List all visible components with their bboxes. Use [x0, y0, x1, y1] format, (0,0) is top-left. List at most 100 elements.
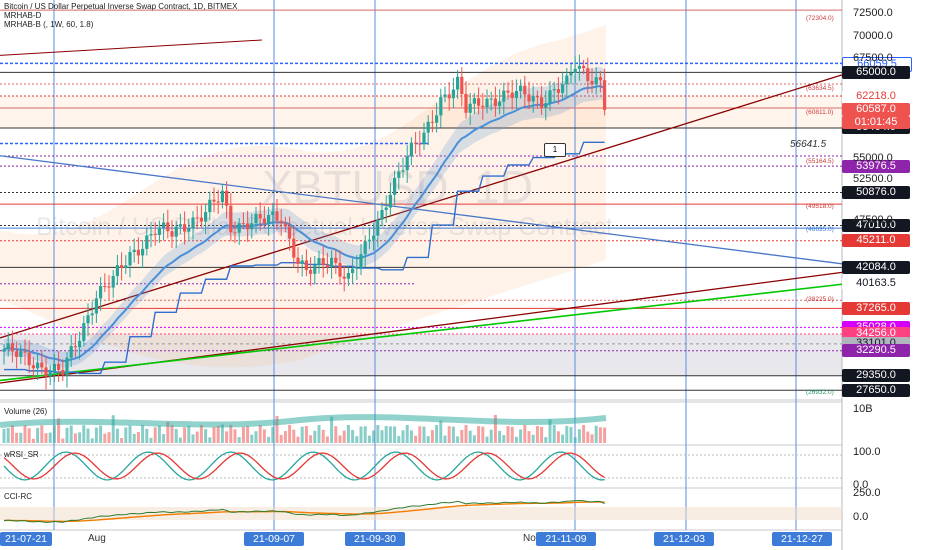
volume-bar [481, 426, 485, 443]
candle [535, 96, 539, 98]
volume-bar [435, 425, 439, 443]
level-label: (63634.5) [806, 85, 834, 92]
wrsi-axis-100: 100.0 [853, 446, 881, 458]
candle [372, 235, 376, 240]
candle [183, 224, 187, 232]
rsi-signal [3, 452, 605, 480]
volume-ma [0, 414, 607, 428]
volume-bar [540, 426, 544, 443]
candle [405, 156, 409, 171]
candle [367, 239, 371, 242]
candle [510, 92, 514, 98]
trend-line [0, 283, 843, 382]
candle [435, 115, 439, 123]
candle [212, 199, 216, 202]
volume-bar [422, 426, 426, 443]
price-tag: 60587.0 [842, 103, 910, 117]
volume-bar [296, 436, 300, 443]
candle [69, 346, 73, 358]
candle [338, 262, 342, 277]
volume-bar [124, 427, 128, 443]
candle [191, 217, 195, 229]
volume-bar [468, 430, 472, 443]
trend-line [0, 39, 263, 56]
candle [590, 80, 594, 85]
candle [401, 170, 405, 172]
price-tag: 40163.5 [842, 277, 910, 291]
volume-bar [220, 424, 224, 443]
candle [57, 363, 61, 370]
candle [468, 103, 472, 113]
candle [94, 298, 98, 314]
candle [132, 249, 136, 253]
volume-bar [120, 438, 124, 443]
volume-bar [48, 432, 52, 443]
volume-bar [594, 425, 598, 443]
volume-bar [544, 437, 548, 443]
volume-bar [27, 428, 31, 443]
candle [27, 352, 31, 366]
candle [23, 351, 27, 353]
candle [342, 276, 346, 279]
volume-bar [57, 418, 61, 443]
volume-bar [447, 426, 451, 443]
candle [380, 210, 384, 220]
candle [136, 249, 140, 256]
volume-bar [527, 431, 531, 443]
volume-bar [187, 425, 191, 443]
volume-bar [317, 425, 321, 443]
volume-bar [384, 425, 388, 443]
volume-bar [330, 416, 334, 443]
tick-label: 70000.0 [853, 30, 893, 42]
volume-bar [514, 436, 518, 443]
candle [208, 199, 212, 213]
volume-bar [90, 438, 94, 443]
volume-bar [309, 435, 313, 443]
volume-bar [300, 426, 304, 443]
volume-bar [15, 433, 19, 443]
candle [111, 275, 115, 288]
candle [2, 348, 6, 352]
volume-bar [233, 429, 237, 443]
date-tag: 21-07-21 [0, 532, 52, 546]
candle [65, 357, 69, 376]
candle [254, 213, 258, 224]
volume-bar [99, 425, 103, 443]
volume-bar [443, 435, 447, 443]
volume-bar [338, 435, 342, 443]
candle [514, 91, 518, 98]
candle [267, 215, 271, 224]
pattern-marker[interactable]: 1 [544, 143, 566, 157]
cci-axis-250: 250.0 [853, 487, 881, 499]
candle [300, 260, 304, 264]
volume-bar [216, 425, 220, 443]
volume-bar [598, 427, 602, 443]
price-tag: 32290.5 [842, 344, 910, 358]
rsi-line [3, 451, 605, 481]
volume-bar [582, 425, 586, 443]
volume-bar [107, 432, 111, 443]
volume-bar [489, 429, 493, 443]
volume-bar [523, 425, 527, 443]
volume-bar [325, 436, 329, 443]
chart-title: Bitcoin / US Dollar Perpetual Inverse Sw… [4, 2, 238, 11]
indicator-line-1: MRHAB-D [4, 11, 42, 20]
candle [552, 89, 556, 91]
volume-bar [212, 427, 216, 443]
candle [603, 80, 607, 110]
candle [233, 232, 237, 234]
level-label: (49518.0) [806, 203, 834, 210]
volume-bar [258, 425, 262, 443]
candle [577, 65, 581, 69]
candle [565, 75, 569, 85]
candle [153, 234, 157, 236]
level-label: (60811.0) [806, 109, 834, 116]
volume-bar [94, 427, 98, 443]
candle [439, 97, 443, 116]
price-tag: 27650.0 [842, 383, 910, 397]
candle [451, 89, 455, 99]
candle [384, 207, 388, 211]
candle [262, 218, 266, 224]
candle [317, 258, 321, 266]
